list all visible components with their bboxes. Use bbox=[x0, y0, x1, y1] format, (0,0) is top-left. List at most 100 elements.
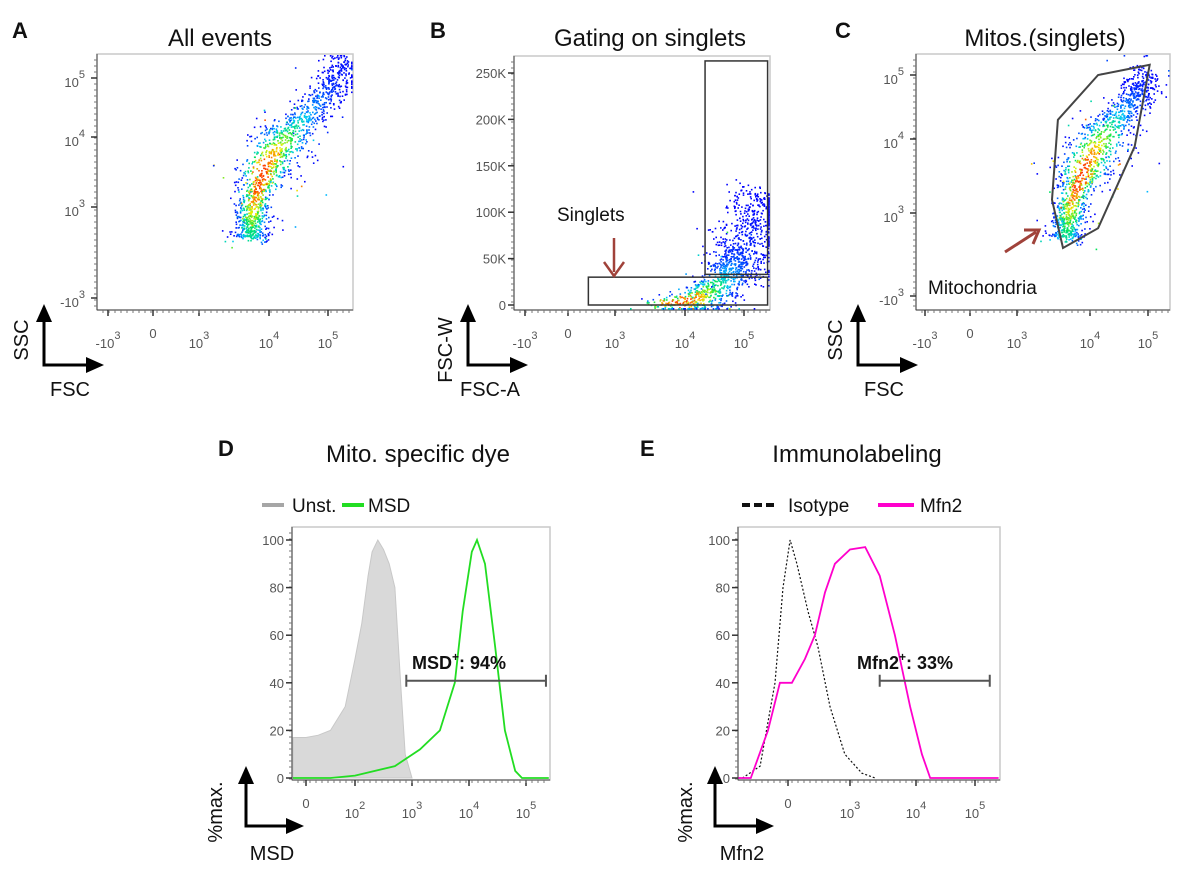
event-point bbox=[731, 291, 734, 294]
event-point bbox=[1051, 157, 1053, 160]
event-point bbox=[1086, 156, 1089, 158]
event-point bbox=[1095, 185, 1097, 188]
event-point bbox=[1075, 242, 1078, 245]
event-point bbox=[655, 306, 657, 308]
event-point bbox=[257, 198, 259, 201]
event-point bbox=[272, 178, 274, 180]
event-point bbox=[1083, 211, 1085, 213]
event-point bbox=[768, 217, 770, 219]
event-point bbox=[305, 120, 308, 123]
event-point bbox=[702, 298, 704, 301]
event-point bbox=[754, 193, 756, 196]
event-point bbox=[1083, 205, 1085, 208]
event-point bbox=[242, 228, 245, 230]
event-point bbox=[285, 146, 287, 149]
event-point bbox=[344, 59, 346, 62]
event-point bbox=[1090, 100, 1092, 103]
event-point bbox=[254, 220, 256, 222]
event-point bbox=[714, 268, 716, 270]
event-point bbox=[341, 64, 343, 66]
event-point bbox=[764, 198, 766, 200]
event-point bbox=[1134, 97, 1136, 100]
event-point bbox=[725, 268, 727, 270]
tick-base: 250K bbox=[476, 66, 507, 81]
event-point bbox=[768, 245, 770, 247]
event-point bbox=[351, 86, 353, 89]
event-point bbox=[1060, 229, 1063, 232]
y-tick-label: 100K bbox=[476, 205, 507, 220]
event-point bbox=[709, 292, 711, 294]
event-point bbox=[279, 132, 281, 134]
event-point bbox=[722, 256, 725, 258]
event-point bbox=[715, 262, 717, 265]
event-point bbox=[1095, 157, 1098, 159]
event-point bbox=[284, 127, 287, 130]
event-point bbox=[1063, 231, 1066, 233]
x-tick-label: 102 bbox=[345, 800, 366, 821]
tick-base: 40 bbox=[270, 676, 284, 691]
event-point bbox=[1064, 171, 1067, 173]
event-point bbox=[1108, 156, 1110, 159]
event-point bbox=[1075, 145, 1078, 148]
tick-base: 10 bbox=[517, 336, 531, 351]
event-point bbox=[765, 271, 767, 274]
event-point bbox=[285, 129, 287, 131]
event-point bbox=[736, 203, 738, 205]
event-point bbox=[1127, 143, 1130, 146]
event-point bbox=[252, 202, 255, 204]
event-point bbox=[1135, 147, 1137, 149]
event-point bbox=[724, 278, 726, 281]
event-point bbox=[1133, 69, 1136, 71]
event-point bbox=[700, 283, 702, 285]
event-point bbox=[1067, 230, 1069, 233]
event-point bbox=[1093, 173, 1095, 175]
event-point bbox=[1133, 76, 1135, 78]
event-point bbox=[318, 87, 320, 89]
event-point bbox=[742, 249, 744, 252]
event-point bbox=[1136, 105, 1139, 108]
tick-base: 10 bbox=[1007, 336, 1021, 351]
event-point bbox=[695, 296, 697, 298]
event-point bbox=[1077, 233, 1079, 235]
event-point bbox=[346, 62, 349, 65]
event-point bbox=[659, 299, 662, 301]
event-point bbox=[1112, 114, 1114, 116]
event-point bbox=[267, 234, 270, 237]
event-point bbox=[762, 258, 764, 261]
event-point bbox=[671, 300, 674, 302]
tick-exponent: 3 bbox=[114, 330, 120, 342]
tick-base: 10 bbox=[906, 806, 920, 821]
event-point bbox=[276, 136, 278, 138]
event-point bbox=[719, 288, 721, 291]
event-point bbox=[290, 157, 293, 159]
event-point bbox=[264, 111, 266, 113]
event-point bbox=[1122, 142, 1124, 144]
event-point bbox=[272, 149, 275, 151]
event-point bbox=[696, 302, 699, 305]
event-point bbox=[303, 134, 305, 137]
event-point bbox=[743, 257, 746, 260]
event-point bbox=[740, 274, 742, 277]
event-point bbox=[248, 209, 250, 211]
event-point bbox=[739, 182, 741, 185]
event-point bbox=[768, 218, 770, 221]
event-point bbox=[1084, 187, 1087, 189]
event-point bbox=[1059, 214, 1061, 217]
event-point bbox=[1107, 113, 1109, 116]
event-point bbox=[1084, 221, 1087, 224]
event-point bbox=[1122, 97, 1125, 99]
event-point bbox=[266, 128, 268, 130]
event-point bbox=[736, 199, 739, 201]
event-point bbox=[742, 186, 744, 188]
event-point bbox=[330, 95, 332, 97]
event-point bbox=[726, 265, 728, 268]
event-point bbox=[309, 132, 311, 134]
legend-label: Unst. bbox=[292, 496, 336, 517]
event-point bbox=[707, 261, 710, 264]
event-point bbox=[322, 96, 324, 98]
event-point bbox=[743, 262, 746, 264]
event-point bbox=[741, 279, 743, 281]
event-point bbox=[768, 222, 770, 225]
event-point bbox=[289, 117, 291, 119]
tick-base: 20 bbox=[270, 723, 284, 738]
